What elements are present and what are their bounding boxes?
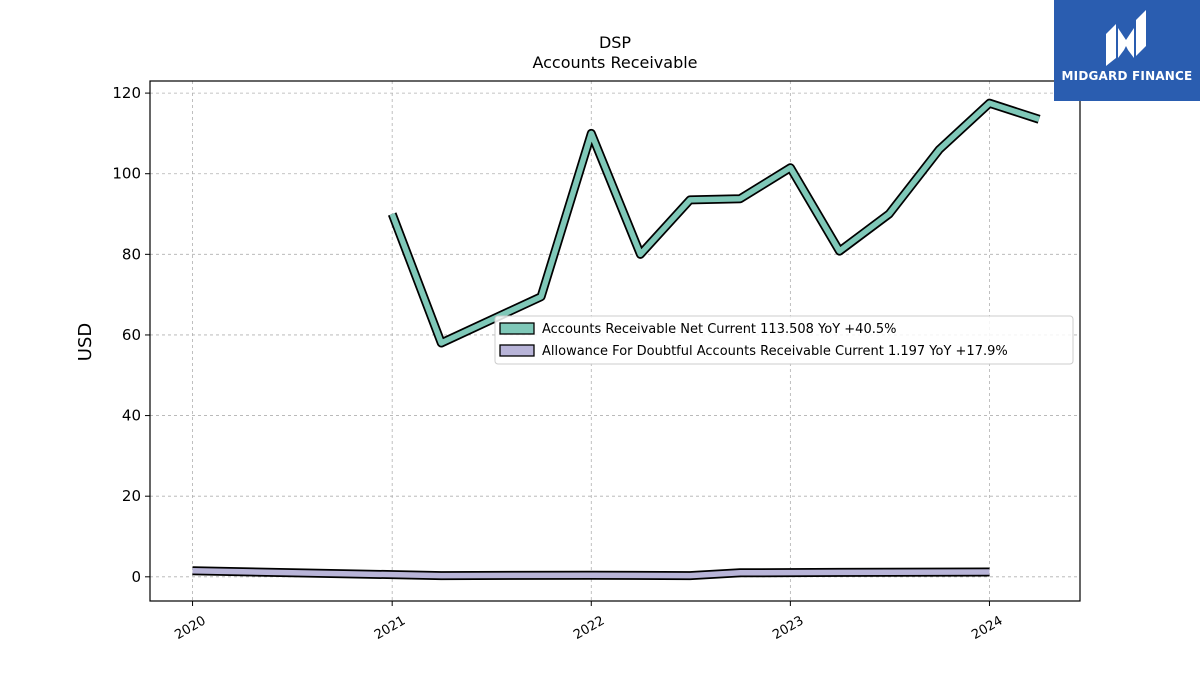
legend-box (494, 315, 1074, 365)
series-outline-0 (387, 98, 1041, 348)
series-line-1 (192, 568, 990, 579)
logo-mark-icon (1106, 10, 1146, 66)
x-tick-label: 2023 (770, 613, 806, 643)
logo-text: MIDGARD FINANCE (1061, 69, 1193, 83)
legend-swatch-1 (499, 344, 535, 357)
x-tick-label: 2024 (969, 613, 1005, 643)
legend-swatch-0 (499, 322, 535, 335)
y-tick-label: 120 (112, 84, 141, 102)
series-line-0 (389, 100, 1040, 346)
brand-logo: MIDGARD FINANCE (1054, 0, 1200, 101)
x-tick-label: 2022 (571, 613, 607, 643)
y-tick-label: 0 (131, 568, 141, 586)
legend: Accounts Receivable Net Current 113.508 … (494, 315, 1074, 365)
series-layer (192, 98, 1041, 581)
plot-frame (149, 80, 1081, 602)
y-tick-label: 80 (122, 245, 141, 263)
legend-entry-0: Accounts Receivable Net Current 113.508 … (542, 322, 897, 337)
y-tick-label: 40 (122, 407, 141, 425)
x-tick-label: 2020 (172, 613, 208, 643)
y-axis-label: USD (75, 323, 96, 361)
y-tick-label: 20 (122, 487, 141, 505)
chart-title: DSP (599, 33, 631, 52)
chart-subtitle: Accounts Receivable (532, 53, 697, 72)
y-tick-label: 100 (112, 165, 141, 183)
y-tick-label: 60 (122, 326, 141, 344)
legend-entry-1: Allowance For Doubtful Accounts Receivab… (542, 344, 1008, 359)
x-tick-label: 2021 (372, 613, 408, 643)
